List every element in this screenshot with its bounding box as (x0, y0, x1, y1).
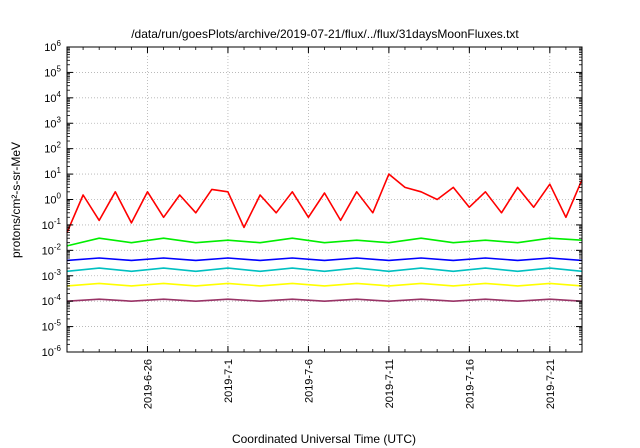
x-tick-label: 2019-6-26 (142, 359, 154, 409)
y-tick-base: 10 (44, 93, 56, 105)
y-tick-exponent: -4 (54, 293, 62, 302)
series-line-5 (66, 282, 583, 287)
series-lines (66, 173, 583, 303)
y-tick-exponent: 4 (57, 90, 62, 99)
grid (67, 47, 582, 352)
chart-title: /data/run/goesPlots/archive/2019-07-21/f… (131, 27, 519, 41)
series-line-2 (66, 237, 583, 247)
y-tick-base: 10 (44, 169, 56, 181)
y-tick-label: 10-1 (42, 217, 62, 232)
y-tick-label: 10-2 (42, 242, 62, 257)
y-tick-exponent: -1 (54, 217, 62, 226)
y-tick-exponent: 3 (57, 115, 62, 124)
x-tick-label: 2019-7-1 (223, 359, 235, 403)
x-tick-label: 2019-7-21 (545, 359, 557, 409)
y-tick-labels: 10-610-510-410-310-210-11001011021031041… (42, 39, 62, 359)
y-axis-label: protons/cm²-s-sr-MeV (9, 142, 23, 258)
y-tick-exponent: -5 (54, 319, 62, 328)
y-tick-exponent: 1 (57, 166, 62, 175)
y-tick-base: 10 (44, 67, 56, 79)
axis-ticks (66, 46, 583, 353)
x-tick-label: 2019-7-16 (464, 359, 476, 409)
y-tick-base: 10 (42, 245, 54, 257)
y-tick-base: 10 (44, 195, 56, 207)
series-line-1 (66, 173, 583, 233)
y-tick-base: 10 (42, 271, 54, 283)
y-tick-base: 10 (42, 347, 54, 359)
y-tick-label: 10-5 (42, 319, 62, 334)
y-tick-exponent: 5 (57, 64, 62, 73)
y-tick-label: 104 (44, 90, 61, 105)
series-line-6 (66, 298, 583, 303)
y-tick-exponent: -3 (54, 268, 62, 277)
series-line-4 (66, 267, 583, 273)
y-tick-label: 102 (44, 141, 61, 156)
x-tick-label: 2019-7-11 (384, 359, 396, 408)
y-tick-base: 10 (42, 296, 54, 308)
x-tick-labels: 2019-6-26 2019-7-1 2019-7-6 2019-7-11 2019-7… (142, 359, 556, 409)
y-tick-label: 10-4 (42, 293, 62, 308)
y-tick-label: 10-6 (42, 344, 62, 359)
y-tick-base: 10 (44, 144, 56, 156)
y-tick-label: 100 (44, 192, 61, 207)
y-tick-label: 10-3 (42, 268, 62, 283)
y-tick-exponent: 2 (57, 141, 62, 150)
y-tick-exponent: -2 (54, 242, 62, 251)
y-tick-label: 103 (44, 115, 61, 130)
y-tick-exponent: -6 (54, 344, 62, 353)
x-axis-label: Coordinated Universal Time (UTC) (232, 432, 416, 446)
y-tick-exponent: 6 (57, 39, 62, 48)
y-tick-base: 10 (42, 322, 54, 334)
y-tick-base: 10 (44, 42, 56, 54)
series-line-3 (66, 257, 583, 262)
y-tick-base: 10 (42, 220, 54, 232)
y-tick-label: 106 (44, 39, 61, 54)
y-tick-exponent: 0 (57, 192, 62, 201)
y-tick-label: 101 (44, 166, 61, 181)
y-tick-base: 10 (44, 118, 56, 130)
x-tick-label: 2019-7-6 (303, 359, 315, 403)
y-tick-label: 105 (44, 64, 61, 79)
